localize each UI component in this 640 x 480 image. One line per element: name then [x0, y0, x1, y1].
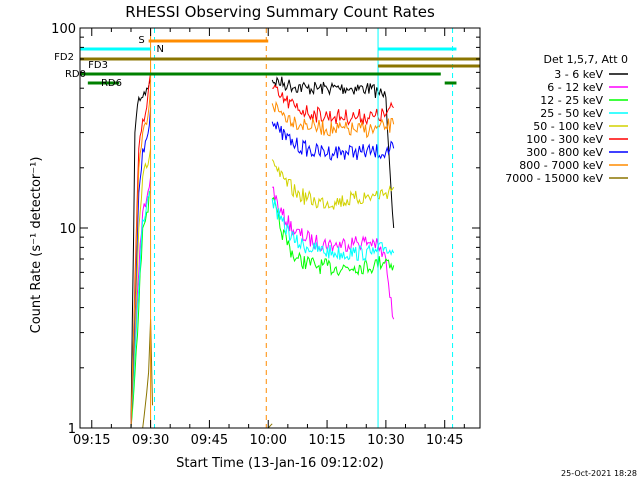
- y-axis-label: Count Rate (s⁻¹ detector⁻¹): [29, 157, 44, 334]
- legend-label: 3 - 6 keV: [554, 68, 603, 81]
- legend-label: 12 - 25 keV: [540, 94, 603, 107]
- legend-label: 50 - 100 keV: [533, 120, 603, 133]
- series-line-4-0: [130, 148, 152, 429]
- legend-label: 100 - 300 keV: [526, 133, 603, 146]
- axes-layer: 09:15 09:30 09:45 10:00 10:15 10:30 10:45 1 10 10…: [51, 22, 481, 448]
- x-tick-label: 09:45: [191, 433, 228, 448]
- series-line-6-1: [271, 121, 395, 161]
- legend-label: 800 - 7000 keV: [519, 159, 603, 172]
- x-tick-label: 09:15: [73, 433, 110, 448]
- series-line-0-1: [271, 76, 395, 229]
- flag-label-fd3: FD3: [88, 60, 108, 71]
- x-tick-label: 10:30: [367, 433, 404, 448]
- x-axis-label: Start Time (13-Jan-16 09:12:02): [176, 456, 384, 471]
- flag-label-fd2: FD2: [54, 52, 74, 63]
- series-line-5-1: [272, 84, 395, 126]
- legend-label: 300 - 800 keV: [526, 146, 603, 159]
- legend-label: 6 - 12 keV: [547, 81, 603, 94]
- flag-label-s: S: [138, 35, 144, 46]
- series-line-3-1: [271, 198, 395, 262]
- series-line-2-0: [130, 190, 151, 429]
- legend-label: 7000 - 15000 keV: [505, 172, 603, 185]
- chart-title: RHESSI Observing Summary Count Rates: [125, 3, 435, 21]
- series-line-4-1: [271, 159, 395, 210]
- series-layer: [130, 72, 395, 429]
- timestamp: 25-Oct-2021 18:28: [561, 469, 637, 478]
- series-line-7-1: [271, 100, 395, 139]
- x-tick-label: 10:15: [308, 433, 345, 448]
- flag-label-n: N: [156, 44, 163, 55]
- series-line-3-0: [130, 187, 152, 429]
- x-tick-label: 09:30: [132, 433, 169, 448]
- legend-header: Det 1,5,7, Att 0: [544, 53, 628, 66]
- x-tick-label: 10:45: [426, 433, 463, 448]
- series-line-6-0: [130, 107, 152, 429]
- x-tick-label: 10:00: [250, 433, 287, 448]
- series-line-0-0: [130, 79, 152, 429]
- series-line-7-0: [130, 88, 152, 429]
- y-tick-label: 10: [59, 222, 76, 237]
- series-line-2-1: [271, 196, 395, 277]
- legend-label: 25 - 50 keV: [540, 107, 603, 120]
- flag-label-rd6: RD6: [101, 78, 122, 89]
- flag-label-rd0: RD0: [65, 69, 86, 80]
- series-line-8-1: [267, 423, 273, 429]
- y-tick-label: 1: [68, 422, 76, 437]
- y-tick-label: 100: [51, 22, 76, 37]
